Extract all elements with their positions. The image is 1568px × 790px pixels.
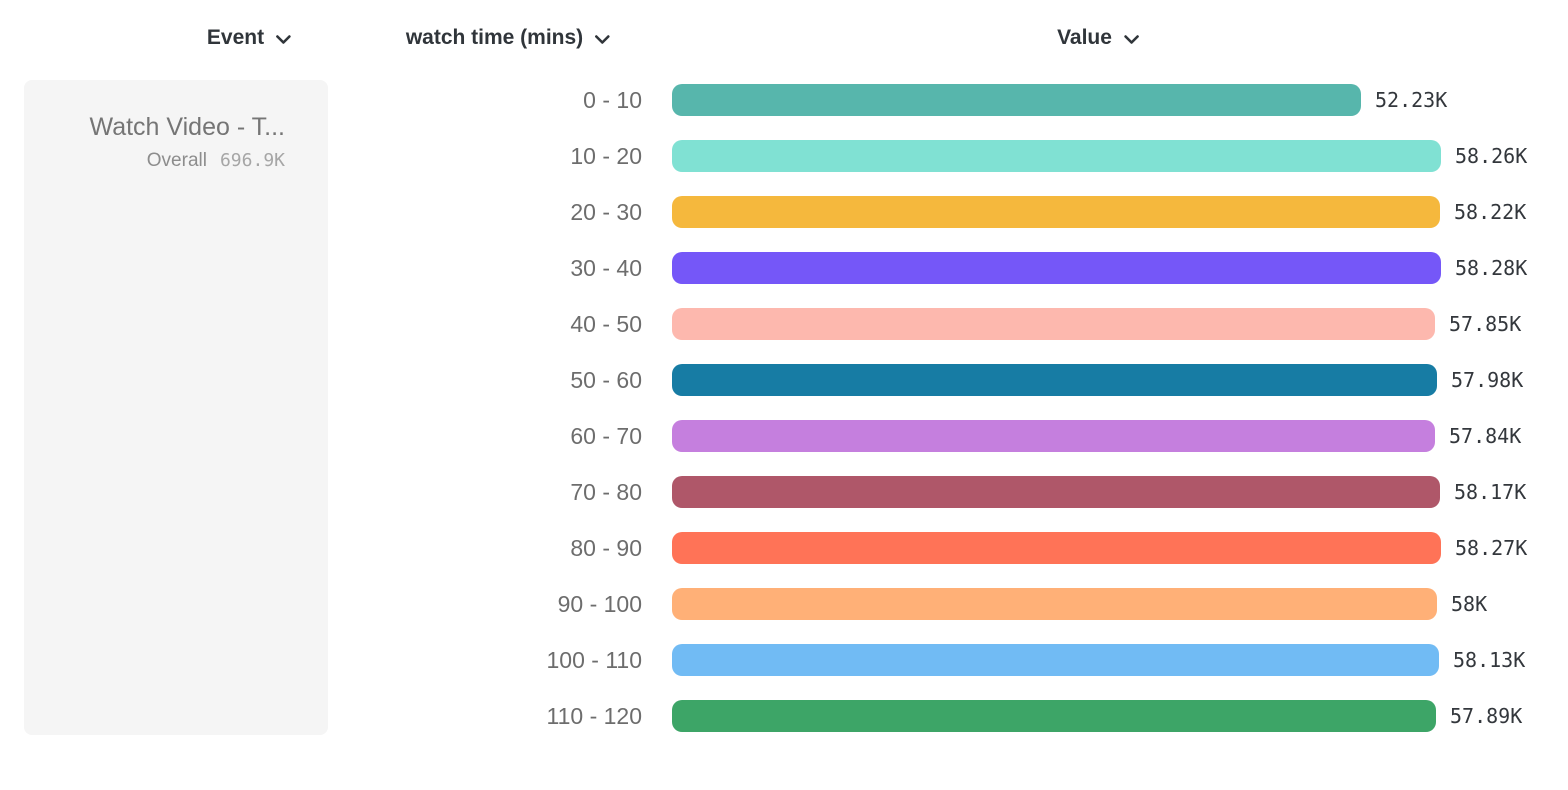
bucket-label: 10 - 20 [570,142,642,169]
overall-value: 696.9K [219,150,285,171]
value-column-header[interactable]: Value [1057,26,1139,50]
bucket-label: 30 - 40 [570,254,642,281]
value-column-label: Value [1057,26,1112,49]
overall-label: Overall [146,150,207,171]
chart-row: 40 - 50 57.85K [0,296,1568,352]
bar[interactable] [672,588,1437,620]
chart-row: 110 - 120 57.89K [0,688,1568,744]
chevron-down-icon [595,34,610,44]
bar-value-label: 58.17K [1454,480,1527,504]
bar[interactable] [672,196,1440,228]
chart-row: 100 - 110 58.13K [0,632,1568,688]
bucket-label: 70 - 80 [570,478,642,505]
chart-row: 70 - 80 58.17K [0,464,1568,520]
chart-row: 50 - 60 57.98K [0,352,1568,408]
bar-value-label: 58.27K [1455,536,1528,560]
bar-value-label: 58.28K [1455,256,1528,280]
bar-value-label: 57.98K [1451,368,1524,392]
chart-row: 80 - 90 58.27K [0,520,1568,576]
breakdown-column-header[interactable]: watch time (mins) [406,26,610,50]
breakdown-column-label: watch time (mins) [405,26,584,49]
bar-value-label: 58.22K [1454,200,1527,224]
bar-value-label: 58.26K [1455,144,1528,168]
bar[interactable] [672,84,1361,116]
bar-value-label: 57.85K [1449,312,1522,336]
chart-row: 10 - 20 58.26K [0,128,1568,184]
bucket-label: 20 - 30 [570,198,642,225]
chart-row: 60 - 70 57.84K [0,408,1568,464]
bucket-label: 0 - 10 [583,86,642,113]
bar[interactable] [672,476,1440,508]
event-name: Watch Video - T... [89,113,285,141]
event-overall-row: Overall 696.9K [24,150,285,172]
event-card[interactable]: Watch Video - T... Overall 696.9K [24,80,328,735]
bucket-label: 50 - 60 [570,366,642,393]
bucket-label: 110 - 120 [546,702,642,729]
chart-row: 90 - 100 58K [0,576,1568,632]
bar-value-label: 58.13K [1453,648,1526,672]
chart-row: 0 - 10 52.23K [0,72,1568,128]
chevron-down-icon [1124,34,1139,44]
chart-row: 20 - 30 58.22K [0,184,1568,240]
bar-value-label: 57.89K [1450,704,1523,728]
bar[interactable] [672,140,1441,172]
bar-value-label: 58K [1451,592,1488,616]
bar[interactable] [672,420,1435,452]
chart-row: 30 - 40 58.28K [0,240,1568,296]
event-column-label: Event [206,26,265,49]
bar[interactable] [672,532,1441,564]
bucket-label: 60 - 70 [570,422,642,449]
bar[interactable] [672,644,1439,676]
bar[interactable] [672,364,1437,396]
event-column-header[interactable]: Event [207,26,291,50]
chevron-down-icon [276,34,291,44]
bucket-label: 40 - 50 [570,310,642,337]
bar-value-label: 57.84K [1449,424,1522,448]
chart-rows: 0 - 10 52.23K 10 - 20 58.26K 20 - 30 58.… [0,72,1568,744]
bar[interactable] [672,308,1435,340]
bucket-label: 80 - 90 [570,534,642,561]
bar[interactable] [672,700,1436,732]
bar[interactable] [672,252,1441,284]
bucket-label: 90 - 100 [557,590,642,617]
bar-value-label: 52.23K [1375,88,1448,112]
bucket-label: 100 - 110 [546,646,642,673]
